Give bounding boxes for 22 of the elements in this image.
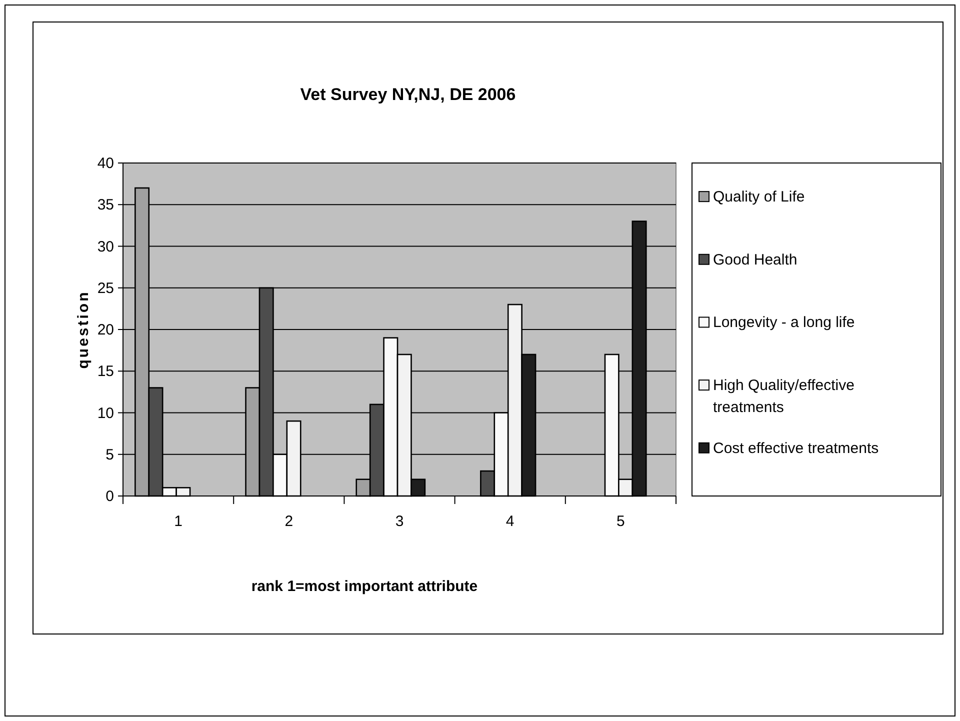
y-tick-label: 25: [97, 280, 114, 297]
y-tick-label: 40: [97, 155, 114, 172]
x-tick-label: 3: [395, 513, 404, 530]
legend-label: Longevity - a long life: [713, 314, 855, 332]
legend-label: Quality of Life: [713, 188, 805, 206]
y-tick-label: 20: [97, 322, 114, 338]
y-tick-label: 5: [106, 446, 114, 464]
chart-title: Vet Survey NY,NJ, DE 2006: [300, 85, 516, 104]
legend-label: Cost effective treatments: [713, 440, 879, 457]
x-tick-label: 1: [174, 513, 182, 530]
legend-label: Good Health: [713, 251, 798, 268]
x-tick-label: 5: [616, 513, 625, 530]
y-tick-label: 30: [97, 238, 114, 256]
x-tick-label: 2: [284, 513, 294, 530]
y-tick-label: 35: [97, 196, 114, 214]
y-tick-label: 10: [97, 404, 114, 422]
legend-label: High Quality/effective treatments: [713, 377, 854, 416]
y-tick-label: 15: [97, 363, 114, 380]
y-tick-label: 0: [106, 488, 114, 505]
x-tick-label: 4: [506, 513, 514, 530]
y-axis-title: question: [75, 290, 92, 369]
x-axis-title: rank 1=most important attribute: [251, 578, 478, 595]
